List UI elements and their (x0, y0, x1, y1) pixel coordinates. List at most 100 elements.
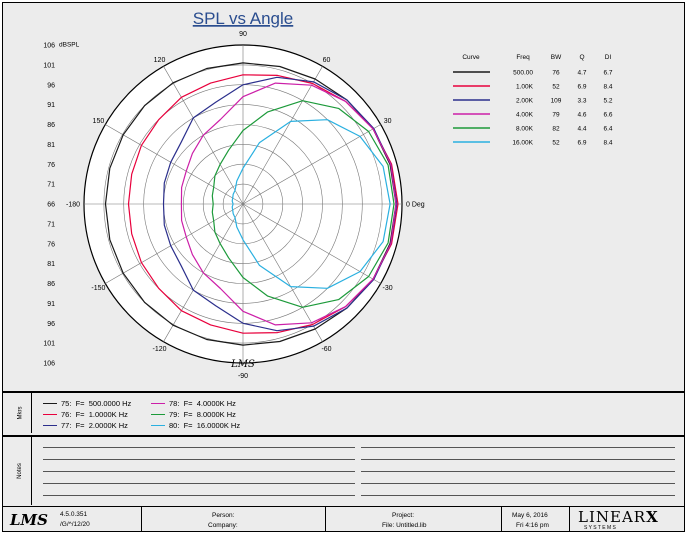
legend-header: Curve (462, 54, 480, 61)
radial-tick-label: 71 (47, 182, 55, 189)
legend-q: 6.9 (577, 140, 586, 147)
marker-item: 78: F= 4.0000K Hz (151, 399, 236, 408)
radial-tick-label: 86 (47, 122, 55, 129)
series-line (162, 76, 398, 332)
radial-tick-label: 96 (47, 82, 55, 89)
footer-brand: LINEARX (578, 508, 659, 526)
polar-grid (83, 44, 403, 364)
series-line (211, 100, 395, 308)
legend-header: BW (551, 54, 562, 61)
chart-title: SPL vs Angle (193, 9, 294, 28)
legend-header: Freq (516, 54, 530, 61)
marker-text: 79: F= 8.0000K Hz (169, 410, 236, 419)
legend-freq: 8.00K (516, 126, 534, 133)
notes-line (43, 447, 355, 448)
footer-brand-x: X (646, 508, 659, 526)
angle-label: -120 (152, 346, 166, 353)
legend-di: 6.4 (603, 126, 612, 133)
notes-tab-border (31, 437, 32, 505)
series-line (180, 82, 397, 326)
radial-tick-label: 106 (43, 43, 55, 50)
polar-spoke (105, 124, 244, 205)
angle-label: -90 (238, 373, 248, 380)
legend-bw: 76 (552, 70, 560, 77)
radial-tick-label: 101 (43, 62, 55, 69)
legend-di: 5.2 (603, 98, 612, 105)
legend: Curve Freq BW Q DI 500.00 76 4.7 6.7 1.00K 52 6.9 8.… (453, 54, 613, 147)
polar-chart: SPL vs Angle 106 101 96 91 86 81 76 71 66 71 76 81 8… (43, 9, 613, 380)
marker-text: 77: F= 2.0000K Hz (61, 421, 128, 430)
legend-header: DI (605, 54, 612, 61)
watermark: LMS (230, 359, 255, 370)
footer-brand-sub: S Y S T E M S (584, 525, 616, 531)
marker-swatch (43, 424, 57, 427)
legend-q: 6.9 (577, 84, 586, 91)
separator-top (3, 391, 684, 393)
notes-line (43, 483, 355, 484)
separator-mid (3, 435, 684, 437)
plot-panel: SPL vs Angle 106 101 96 91 86 81 76 71 66 71 76 81 8… (11, 7, 686, 391)
footer-person-label: Person: (212, 512, 235, 519)
marker-item: 79: F= 8.0000K Hz (151, 410, 236, 419)
legend-bw: 109 (551, 98, 562, 105)
footer-project-label: Project: (392, 512, 415, 519)
footer-version-sub: /G/^/12/20 (60, 521, 90, 528)
polar-spoke (105, 203, 244, 284)
radial-tick-label: 101 (43, 341, 55, 348)
marker-text: 78: F= 4.0000K Hz (169, 399, 236, 408)
notes-line (361, 495, 675, 496)
legend-bw: 82 (552, 126, 560, 133)
notes-line (361, 471, 675, 472)
legend-di: 6.7 (603, 70, 612, 77)
radial-tick-label: 86 (47, 281, 55, 288)
radial-tick-label: 81 (47, 261, 55, 268)
series-line (104, 62, 397, 346)
radial-tick-label: 76 (47, 241, 55, 248)
marker-item: 76: F= 1.0000K Hz (43, 410, 128, 419)
radial-tick-label: 81 (47, 142, 55, 149)
notes-line (43, 471, 355, 472)
marker-swatch (151, 424, 165, 427)
polar-spoke (242, 124, 381, 205)
footer-date: May 6, 2016 (512, 512, 548, 519)
legend-q: 3.3 (577, 98, 586, 105)
legend-q: 4.6 (577, 112, 586, 119)
radial-tick-label: 91 (47, 301, 55, 308)
series-line (127, 74, 399, 334)
footer-brand-text: LINEAR (578, 508, 647, 526)
series-line (231, 119, 391, 289)
angle-label: -180 (66, 202, 80, 209)
footer-company-label: Company: (208, 522, 238, 529)
notes-line (361, 459, 675, 460)
marker-swatch (43, 402, 57, 405)
legend-bw: 52 (552, 140, 560, 147)
legend-freq: 500.00 (513, 70, 533, 77)
legend-di: 8.4 (603, 84, 612, 91)
footer-project-cell: Project: File: Untitled.lib (326, 506, 502, 532)
footer-person-cell: Person: Company: (142, 506, 326, 532)
angle-label: -60 (321, 346, 331, 353)
radial-tick-label: 71 (47, 221, 55, 228)
angle-label: 30 (384, 118, 392, 125)
notes-line (361, 447, 675, 448)
angle-label: 90 (239, 31, 247, 38)
notes-tab-label: Notes (17, 463, 23, 479)
marker-swatch (151, 413, 165, 416)
legend-freq: 1.00K (516, 84, 534, 91)
radial-tick-label: 96 (47, 321, 55, 328)
series-group (104, 62, 399, 346)
notes-line (43, 495, 355, 496)
footer-time: Fri 4:16 pm (516, 522, 549, 529)
legend-di: 8.4 (603, 140, 612, 147)
marker-item: 80: F= 16.0000K Hz (151, 421, 240, 430)
marker-text: 80: F= 16.0000K Hz (169, 421, 241, 430)
polar-spoke (242, 203, 381, 284)
axis-labels: 106 101 96 91 86 81 76 71 66 71 76 81 86 91 96 101 106 dB… (43, 31, 424, 380)
markers-list: 75: F= 500.0000 Hz 76: F= 1.0000K Hz 77: F… (43, 399, 343, 439)
marker-text: 76: F= 1.0000K Hz (61, 410, 128, 419)
footer-date-cell: May 6, 2016 Fri 4:16 pm (502, 506, 570, 532)
footer-file-label: File: Untitled.lib (382, 522, 427, 529)
radial-tick-label: 91 (47, 102, 55, 109)
markers-tab-border (31, 393, 32, 433)
